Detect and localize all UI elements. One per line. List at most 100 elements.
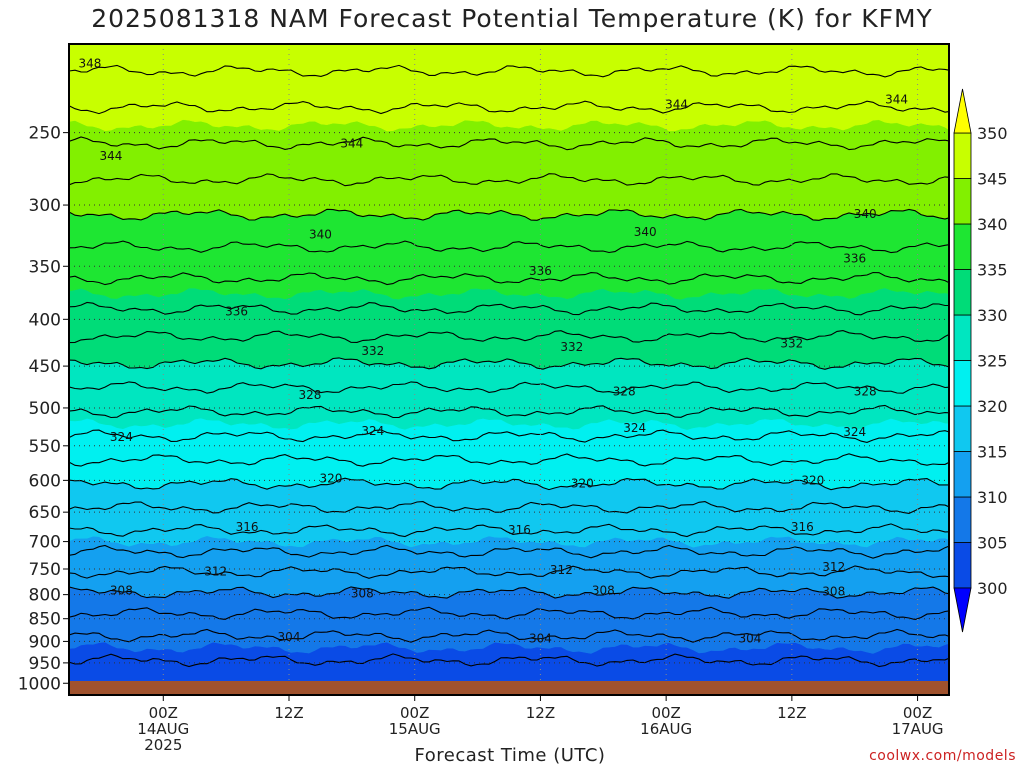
y-tick-label: 350 [29,257,61,277]
theta-band-350-360 [69,24,949,41]
x-tick-label: 12Z [274,704,303,722]
contour-310 [69,586,949,599]
colorbar-tick-label: 325 [977,352,1008,371]
credit-text: coolwx.com/models [869,748,1016,764]
contour-label: 336 [843,251,866,265]
x-tick-label: 12Z [777,704,806,722]
contour-label: 328 [613,385,636,399]
contour-label: 324 [361,424,384,438]
y-tick-label: 250 [29,124,61,144]
contour-340 [69,208,949,221]
contour-label: 320 [319,471,342,485]
colorbar: 300 305 310 315 320 325 330 335 340 345 350 [953,88,1008,633]
contour-label: 324 [110,430,133,444]
contour-348 [69,64,949,78]
contour-label: 320 [801,473,824,487]
contour-label: 312 [822,560,845,574]
colorbar-box [953,178,972,225]
contour-label: 328 [298,388,321,402]
contour-label: 308 [592,584,615,598]
colorbar-tick-label: 340 [977,215,1008,234]
contour-label: 328 [854,385,877,399]
colorbar-tick-label: 350 [977,124,1008,143]
y-tick-label: 650 [29,503,61,523]
contour-label: 344 [340,137,363,151]
contour-label: 308 [351,587,374,601]
contour-300 [69,717,949,729]
colorbar-box [953,360,972,407]
x-tick-label: 00Z [651,704,680,722]
x-tick-label: 16AUG [640,720,692,738]
x-axis-label: Forecast Time (UTC) [414,745,606,766]
x-tick-label: 15AUG [389,720,441,738]
x-tick-label: 00Z [149,704,178,722]
contour-label: 304 [278,630,301,644]
contour-336 [69,271,949,286]
y-tick-label: 450 [29,357,61,377]
theta-fill-bands [69,24,949,695]
y-axis-ticks: 2503003504004505005506006507007508008509… [18,124,69,694]
contour-342 [69,173,949,187]
colorbar-tick-label: 345 [977,170,1008,189]
contour-350 [69,29,949,41]
contour-label: 344 [99,149,122,163]
contour-324 [69,429,949,443]
y-tick-label: 400 [29,310,61,330]
plot-frame [68,43,950,696]
contour-346 [69,100,949,115]
contour-label: 308 [110,584,133,598]
contour-label: 324 [843,425,866,439]
colorbar-tick-label: 310 [977,488,1008,507]
contour-label: 340 [309,227,332,241]
colorbar-tick-label: 315 [977,443,1008,462]
colorbar-box [953,451,972,498]
x-tick-label: 2025 [144,736,182,754]
contour-label: 348 [78,56,101,70]
theta-band-310-315 [69,535,949,599]
y-tick-label: 800 [29,586,61,606]
x-tick-label: 00Z [400,704,429,722]
contour-label: 332 [780,336,803,350]
contour-label: 344 [885,93,908,107]
contour-label: 316 [508,523,531,537]
y-tick-label: 500 [29,399,61,419]
y-tick-label: 300 [29,196,61,216]
y-tick-label: 600 [29,471,61,491]
x-tick-label: 17AUG [892,720,944,738]
colorbar-box [953,132,972,179]
colorbar-extend-bottom [953,587,972,633]
chart-title: 2025081318 NAM Forecast Potential Temper… [91,4,933,33]
contour-334 [69,301,949,316]
grid-lines [69,44,949,695]
x-tick-label: 14AUG [137,720,189,738]
contour-label: 340 [634,225,657,239]
y-tick-label: 900 [29,632,61,652]
y-tick-label: 850 [29,610,61,630]
colorbar-box [953,542,972,589]
contour-330 [69,357,949,370]
contour-label: 308 [822,585,845,599]
colorbar-tick-label: 300 [977,579,1008,598]
contour-312 [69,565,949,579]
contour-label: 304 [738,631,761,645]
colorbar-tick-label: 320 [977,397,1008,416]
contour-label: 344 [665,98,688,112]
colorbar-box [953,496,972,543]
colorbar-box [953,269,972,316]
theta-band-300-305 [69,641,949,695]
contour-label: 332 [361,344,384,358]
contour-328 [69,381,949,394]
contour-label: 312 [204,565,227,579]
y-tick-label: 550 [29,437,61,457]
contour-322 [69,453,949,467]
contour-326 [69,404,949,419]
contour-308 [69,606,949,621]
contour-label: 336 [529,264,552,278]
y-tick-label: 1000 [18,674,61,694]
contour-338 [69,240,949,254]
colorbar-tick-label: 335 [977,261,1008,280]
contour-304 [69,653,949,668]
contour-label: 324 [623,421,646,435]
contour-label: 304 [529,631,552,645]
colorbar-tick-label: 330 [977,306,1008,325]
